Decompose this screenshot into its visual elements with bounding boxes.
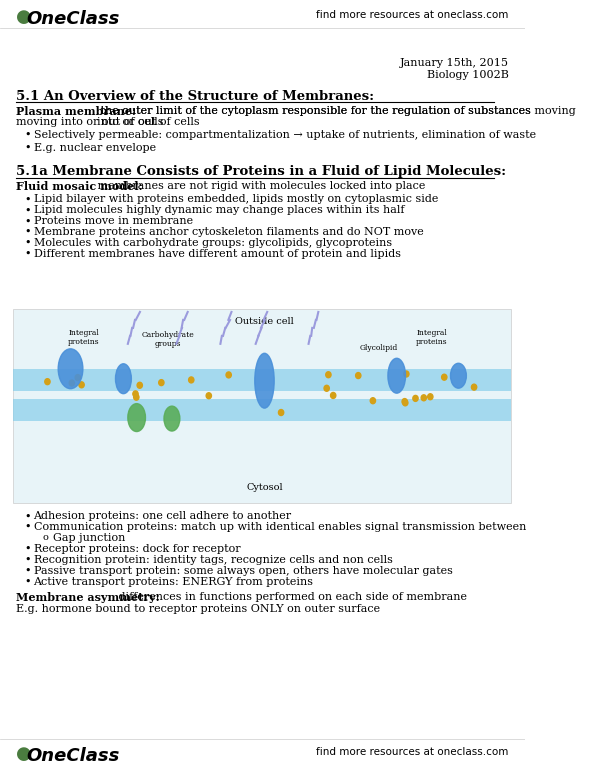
Circle shape [134, 394, 139, 400]
Circle shape [421, 395, 427, 401]
Circle shape [69, 380, 74, 386]
Ellipse shape [164, 406, 180, 431]
Text: •: • [24, 216, 31, 226]
Text: Biology 1002B: Biology 1002B [427, 70, 509, 80]
Text: Integral
proteins: Integral proteins [416, 329, 448, 346]
Circle shape [133, 391, 138, 397]
Text: •: • [24, 206, 31, 216]
Circle shape [189, 377, 194, 383]
Ellipse shape [128, 403, 145, 431]
Text: 5.1a Membrane Consists of Proteins in a Fluid of Lipid Molecules:: 5.1a Membrane Consists of Proteins in a … [16, 166, 506, 179]
FancyBboxPatch shape [13, 309, 511, 504]
Text: •: • [24, 544, 31, 554]
Ellipse shape [388, 358, 406, 393]
Circle shape [331, 393, 336, 398]
Text: the outer limit of the cytoplasm responsible for the regulation of substances: the outer limit of the cytoplasm respons… [97, 105, 531, 116]
Text: Glycolipid: Glycolipid [360, 344, 398, 352]
Text: find more resources at oneclass.com: find more resources at oneclass.com [317, 10, 509, 20]
Text: •: • [24, 227, 31, 237]
Text: ●: ● [16, 745, 32, 764]
Circle shape [325, 372, 331, 378]
Text: Lipid bilayer with proteins embedded, lipids mostly on cytoplasmic side: Lipid bilayer with proteins embedded, li… [33, 194, 438, 204]
Circle shape [206, 393, 211, 399]
Circle shape [159, 380, 164, 386]
Text: •: • [24, 555, 31, 565]
Text: moving into or out of cells: moving into or out of cells [16, 116, 164, 126]
Circle shape [471, 384, 477, 390]
Circle shape [403, 400, 408, 406]
Ellipse shape [58, 349, 83, 389]
Circle shape [356, 373, 361, 379]
Text: •: • [24, 142, 31, 152]
Text: membranes are not rigid with molecules locked into place: membranes are not rigid with molecules l… [95, 182, 425, 192]
Text: Lipid molecules highly dynamic may change places within its half: Lipid molecules highly dynamic may chang… [33, 206, 404, 216]
Text: •: • [24, 129, 31, 139]
Text: differences in functions performed on each side of membrane: differences in functions performed on ea… [115, 592, 466, 602]
Text: Carbohydrate
groups: Carbohydrate groups [141, 331, 194, 348]
Ellipse shape [115, 363, 131, 393]
Text: •: • [24, 566, 31, 576]
Circle shape [75, 374, 80, 380]
Text: Membrane proteins anchor cytoskeleton filaments and do NOT move: Membrane proteins anchor cytoskeleton fi… [33, 227, 423, 237]
Circle shape [137, 382, 142, 388]
Text: Communication proteins: match up with identical enables signal transmission betw: Communication proteins: match up with id… [33, 522, 526, 532]
Text: Fluid mosaic model:: Fluid mosaic model: [16, 182, 142, 192]
Circle shape [278, 410, 284, 416]
Text: 5.1 An Overview of the Structure of Membranes:: 5.1 An Overview of the Structure of Memb… [16, 89, 374, 102]
Circle shape [413, 396, 418, 401]
Text: Gap junction: Gap junction [53, 533, 126, 543]
FancyBboxPatch shape [13, 369, 511, 390]
Text: Active transport proteins: ENERGY from proteins: Active transport proteins: ENERGY from p… [33, 577, 314, 587]
Text: E.g. hormone bound to receptor proteins ONLY on outer surface: E.g. hormone bound to receptor proteins … [16, 604, 380, 614]
Text: •: • [24, 511, 31, 521]
Text: ●: ● [16, 8, 32, 26]
Circle shape [226, 372, 231, 378]
Text: find more resources at oneclass.com: find more resources at oneclass.com [317, 748, 509, 758]
Text: the outer limit of the cytoplasm responsible for the regulation of substances mo: the outer limit of the cytoplasm respons… [97, 105, 576, 127]
Text: •: • [24, 249, 31, 259]
Text: •: • [24, 522, 31, 532]
Text: January 15th, 2015: January 15th, 2015 [400, 58, 509, 68]
Circle shape [441, 374, 447, 380]
Text: o: o [42, 533, 48, 542]
Text: E.g. nuclear envelope: E.g. nuclear envelope [33, 142, 156, 152]
Text: Outside cell: Outside cell [235, 317, 294, 326]
Text: Passive transport protein: some always open, others have molecular gates: Passive transport protein: some always o… [33, 566, 452, 576]
Text: Proteins move in membrane: Proteins move in membrane [33, 216, 193, 226]
Circle shape [403, 371, 409, 377]
Circle shape [45, 379, 50, 385]
Text: Plasma membrane:: Plasma membrane: [16, 105, 136, 116]
Text: Integral
proteins: Integral proteins [68, 329, 99, 346]
Circle shape [402, 399, 408, 404]
Text: Receptor proteins: dock for receptor: Receptor proteins: dock for receptor [33, 544, 240, 554]
Text: Different membranes have different amount of protein and lipids: Different membranes have different amoun… [33, 249, 400, 259]
Text: •: • [24, 238, 31, 248]
Ellipse shape [255, 353, 274, 408]
Text: OneClass: OneClass [26, 10, 120, 28]
Text: •: • [24, 194, 31, 204]
Circle shape [324, 385, 329, 391]
Circle shape [79, 382, 84, 388]
Text: Membrane asymmetry:: Membrane asymmetry: [16, 592, 159, 603]
Text: •: • [24, 577, 31, 587]
Ellipse shape [450, 363, 466, 388]
FancyBboxPatch shape [13, 399, 511, 420]
Text: Selectively permeable: compartmentalization → uptake of nutrients, elimination o: Selectively permeable: compartmentalizat… [33, 129, 536, 139]
Circle shape [428, 393, 433, 400]
Text: Cytosol: Cytosol [246, 484, 283, 492]
Text: Molecules with carbohydrate groups: glycolipids, glycoproteins: Molecules with carbohydrate groups: glyc… [33, 238, 392, 248]
Text: Adhesion proteins: one cell adhere to another: Adhesion proteins: one cell adhere to an… [33, 511, 292, 521]
Text: OneClass: OneClass [26, 748, 120, 765]
Text: Recognition protein: identity tags, recognize cells and non cells: Recognition protein: identity tags, reco… [33, 555, 392, 565]
Circle shape [370, 398, 375, 403]
